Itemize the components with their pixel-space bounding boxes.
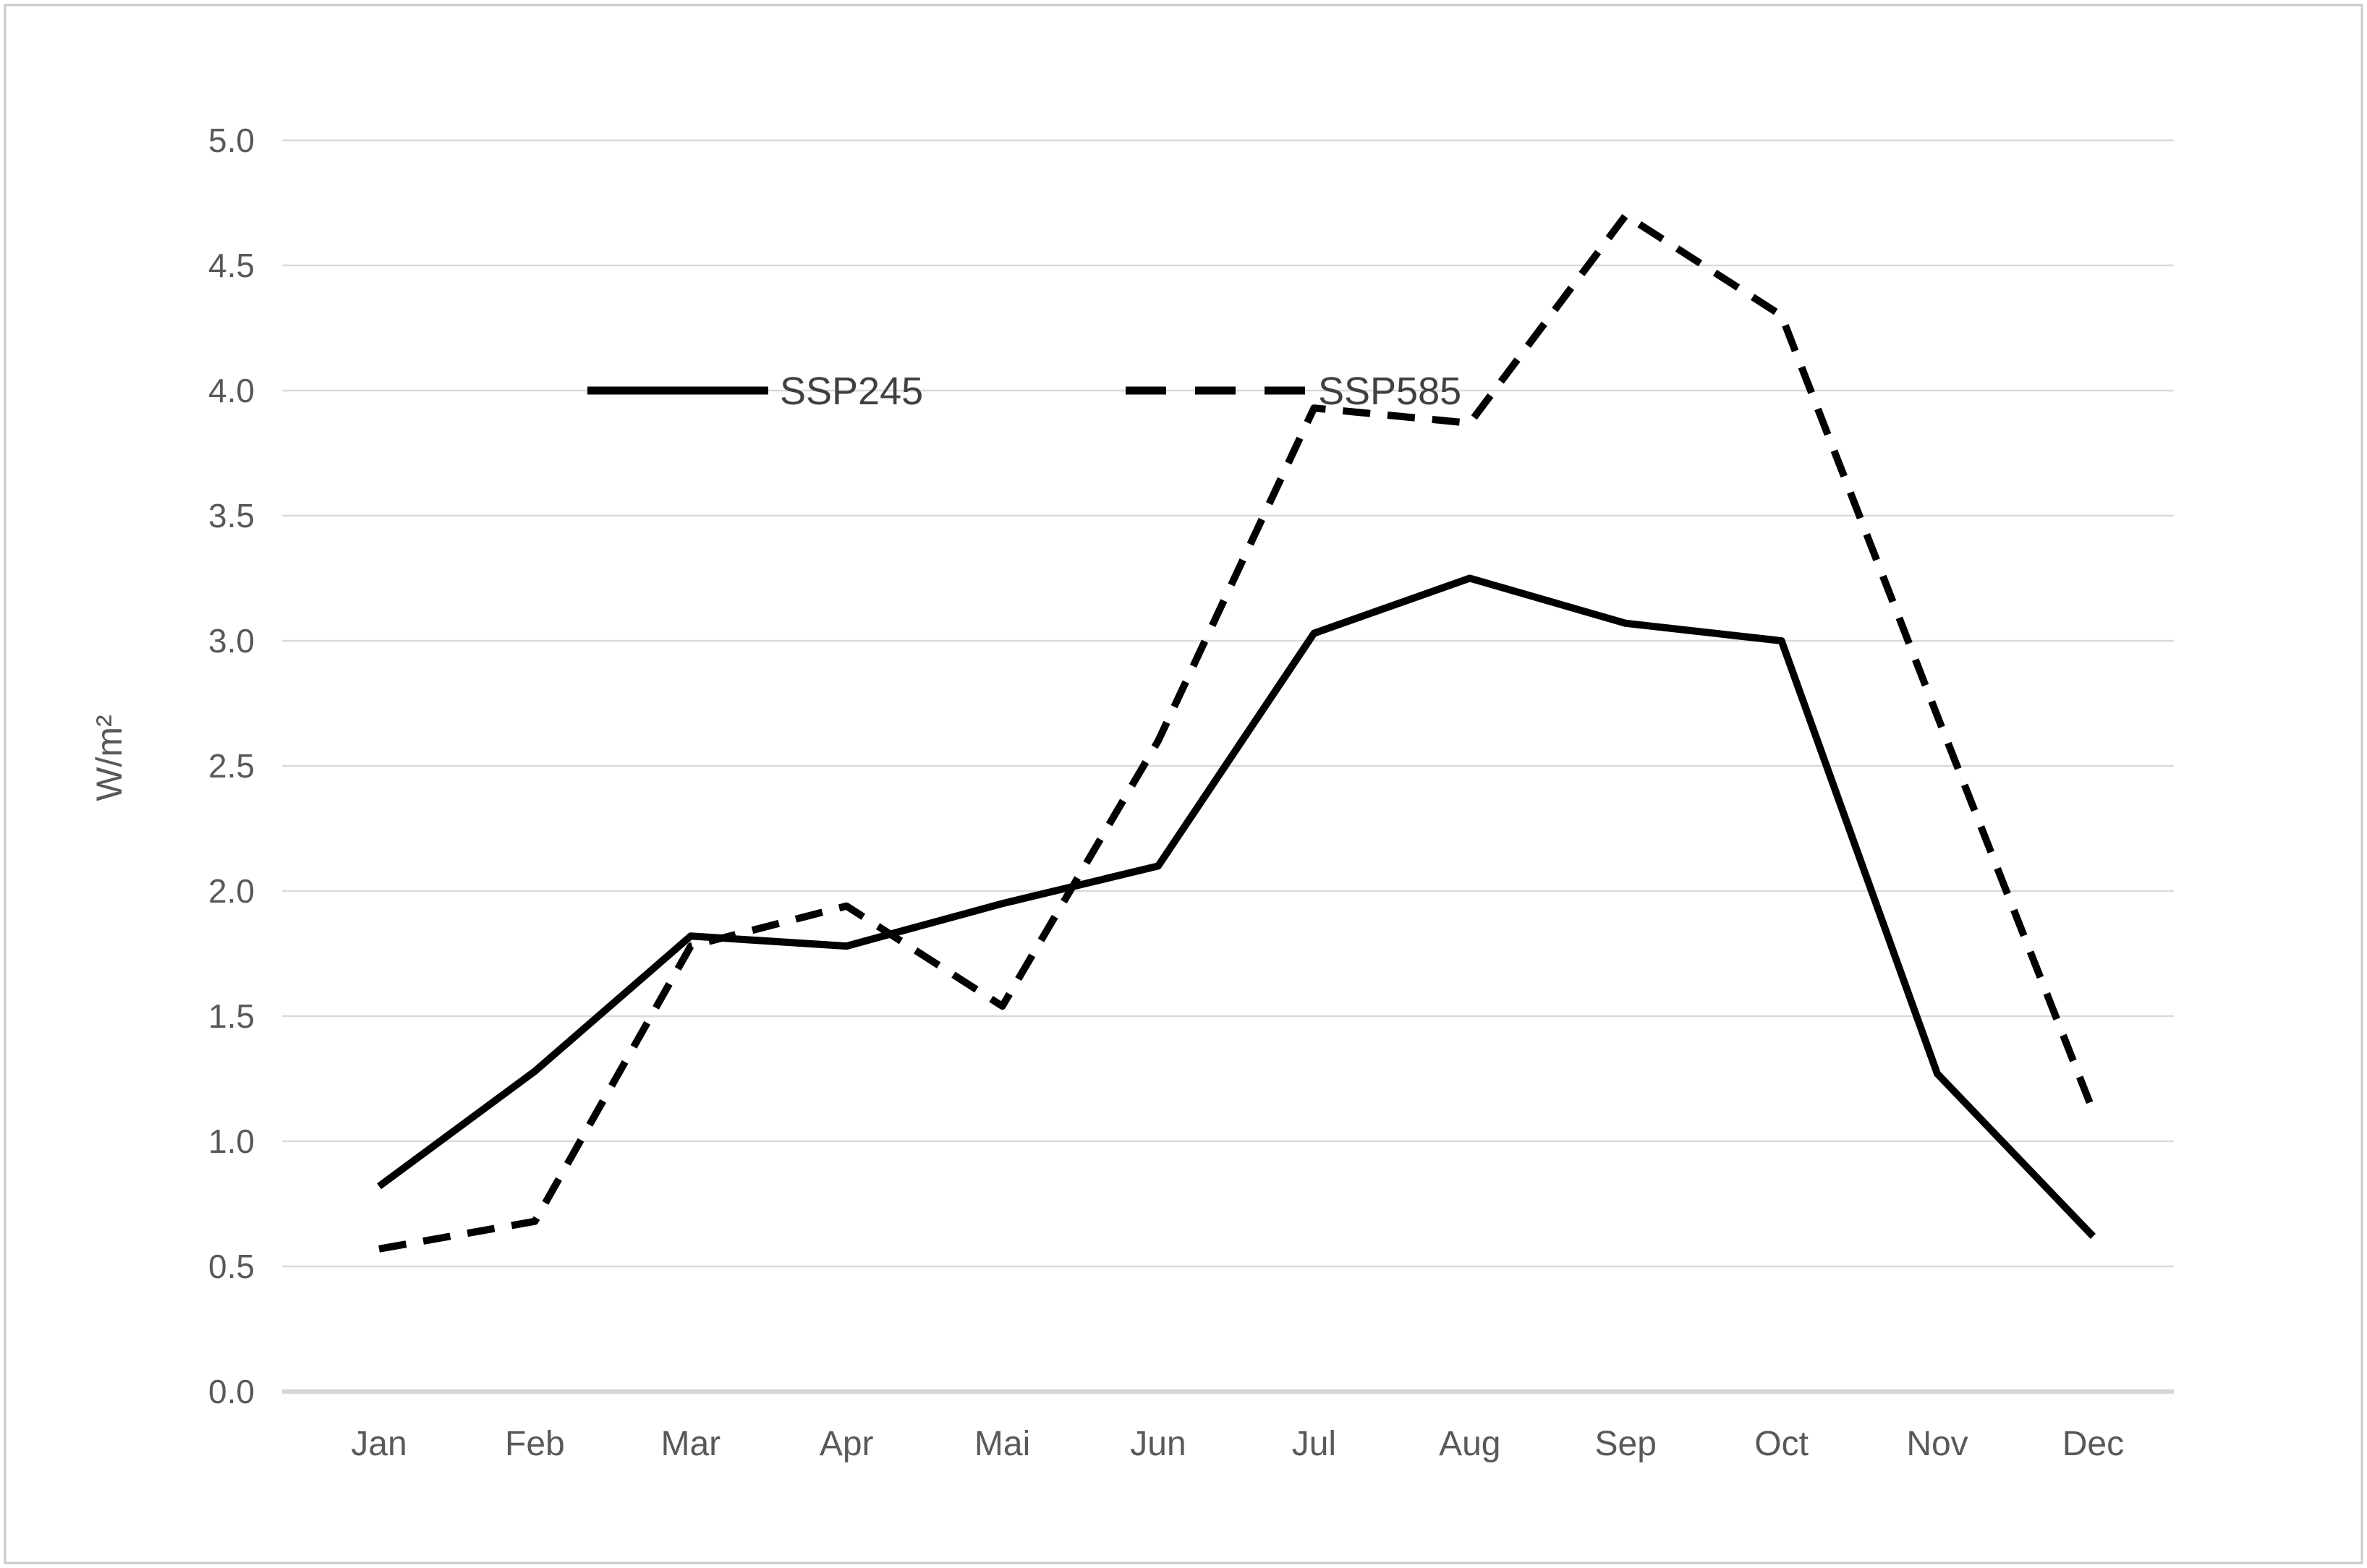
legend-ssp585-label: SSP585 bbox=[1318, 370, 1461, 413]
data-series bbox=[377, 211, 2097, 1253]
figure-border-rect bbox=[4, 4, 2363, 1564]
legend-ssp245-label: SSP245 bbox=[780, 370, 923, 413]
x-tick-label: Feb bbox=[505, 1425, 565, 1463]
x-tick-label: Jul bbox=[1292, 1425, 1336, 1463]
y-tick-label: 2.5 bbox=[208, 747, 255, 785]
y-tick-label: 2.0 bbox=[208, 872, 255, 910]
ssp585-line bbox=[378, 211, 2097, 1253]
x-tick-label: Oct bbox=[1754, 1425, 1809, 1463]
x-tick-label: Mar bbox=[660, 1425, 721, 1463]
axis-labels: 0.0 0.5 1.0 1.5 2.0 2.5 3.0 3.5 4.0 4.5 5.0 Jan Feb M… bbox=[89, 122, 2124, 1463]
y-tick-label: 1.0 bbox=[208, 1122, 255, 1160]
x-tick-label: Apr bbox=[820, 1425, 874, 1463]
legend: SSP245 SSP585 bbox=[587, 370, 1461, 413]
y-tick-label: 4.5 bbox=[208, 247, 255, 284]
y-tick-label: 3.5 bbox=[208, 497, 255, 534]
y-tick-label: 1.5 bbox=[208, 997, 255, 1035]
y-axis-title: W/m² bbox=[89, 715, 129, 801]
x-tick-label: Aug bbox=[1439, 1425, 1500, 1463]
ssp245-line bbox=[377, 574, 2096, 1239]
x-tick-label: Dec bbox=[2062, 1425, 2124, 1463]
y-tick-label: 4.0 bbox=[208, 372, 255, 409]
y-tick-label: 5.0 bbox=[208, 122, 255, 159]
x-tick-label: Mai bbox=[974, 1425, 1030, 1463]
y-tick-label: 0.0 bbox=[208, 1373, 255, 1410]
x-tick-label: Nov bbox=[1906, 1425, 1968, 1463]
x-tick-label: Jun bbox=[1130, 1425, 1186, 1463]
figure-border bbox=[4, 4, 2363, 1564]
y-tick-label: 3.0 bbox=[208, 622, 255, 660]
x-tick-label: Sep bbox=[1594, 1425, 1656, 1463]
x-tick-label: Jan bbox=[351, 1425, 407, 1463]
y-tick-label: 0.5 bbox=[208, 1248, 255, 1285]
